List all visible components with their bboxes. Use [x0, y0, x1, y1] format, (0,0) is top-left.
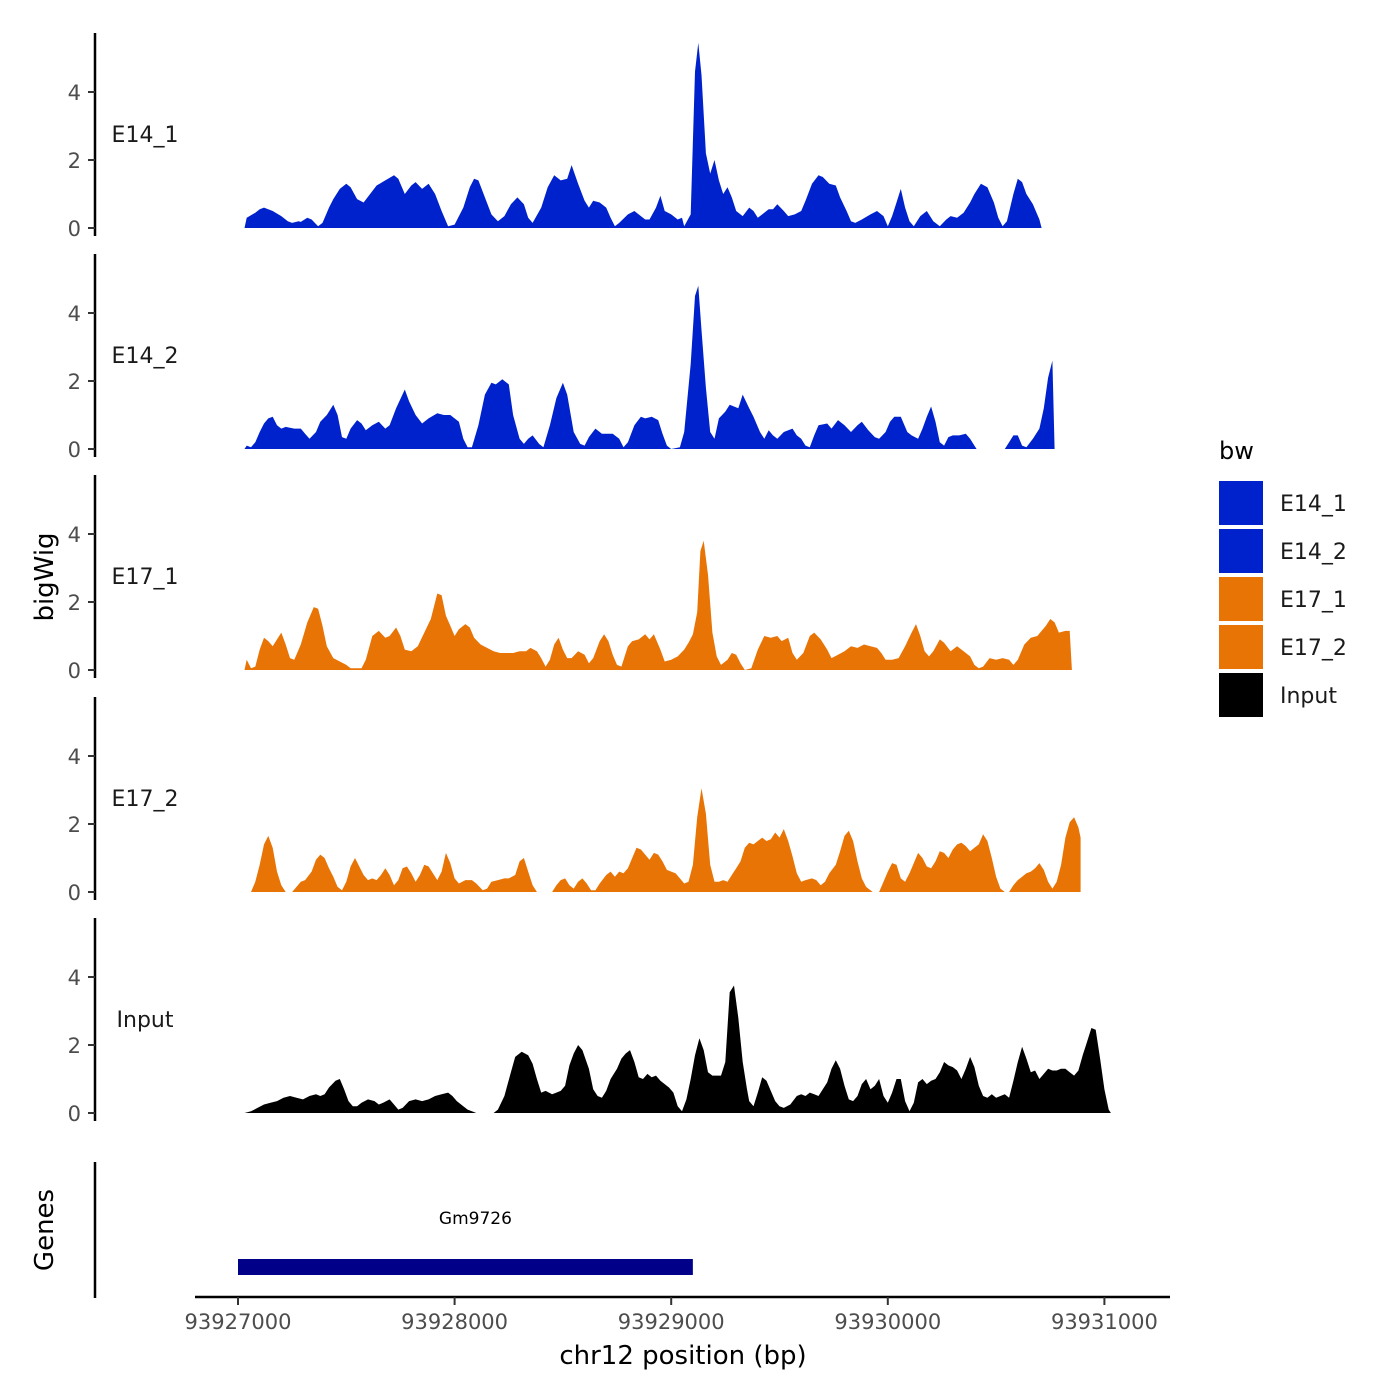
y-tick-label: 4: [68, 523, 81, 547]
track-label-e14-2: E14_2: [112, 344, 179, 369]
y-tick-label: 4: [68, 745, 81, 769]
y-tick-label: 0: [68, 438, 81, 462]
track-e14-1: 0 2 4 E14_1: [68, 33, 1042, 241]
legend-item-input: Input: [1219, 673, 1337, 717]
legend-label: E14_1: [1280, 492, 1347, 517]
y-tick-label: 2: [68, 591, 81, 615]
y-tick-label: 0: [68, 1102, 81, 1126]
coverage-area-e14-2: [671, 285, 977, 449]
coverage-area-input: [493, 985, 1111, 1113]
legend-label: E17_1: [1280, 588, 1347, 613]
legend-swatch: [1219, 481, 1263, 525]
legend-item-e17-1: E17_1: [1219, 577, 1347, 621]
coverage-area-e14-1: [244, 42, 1042, 229]
coverage-area-e17-1: [744, 619, 1072, 670]
legend-swatch: [1219, 673, 1263, 717]
coverage-area-e17-1: [244, 540, 745, 670]
y-tick-label: 0: [68, 881, 81, 905]
legend-item-e14-2: E14_2: [1219, 529, 1347, 573]
y-tick-label: 0: [68, 217, 81, 241]
y-tick-label: 4: [68, 302, 81, 326]
coverage-area-input: [244, 1079, 477, 1113]
genes-panel: Gm9726: [93, 1162, 693, 1298]
y-tick-label: 4: [68, 81, 81, 105]
coverage-area-e17-2: [251, 835, 286, 892]
coverage-area-e14-2: [1004, 360, 1055, 449]
x-axis-title: chr12 position (bp): [559, 1341, 806, 1371]
gene-gm9726-label: Gm9726: [439, 1209, 512, 1229]
y-axis-title: bigWig: [30, 532, 60, 621]
y-tick-label: 2: [68, 370, 81, 394]
x-axis: 93927000 93928000 93929000 93930000 93931000: [185, 1295, 1170, 1334]
track-label-e17-2: E17_2: [112, 787, 179, 812]
track-e17-2: 0 2 4 E17_2: [68, 697, 1081, 905]
legend-label: E17_2: [1280, 636, 1347, 661]
coverage-area-e14-2: [244, 379, 672, 449]
track-e17-1: 0 2 4 E17_1: [68, 475, 1072, 683]
legend-item-e14-1: E14_1: [1219, 481, 1347, 525]
legend-label: Input: [1280, 684, 1337, 709]
coverage-area-e17-2: [292, 852, 537, 892]
legend-title: bw: [1219, 437, 1254, 465]
y-tick-label: 4: [68, 966, 81, 990]
y-tick-label: 2: [68, 813, 81, 837]
track-label-e14-1: E14_1: [112, 123, 179, 148]
signal-tracks: 0 2 4 E14_1 0 2 4 E14_2 0 2 4 E17_1 0 2 4 E17_2 0 2 4 Input: [68, 33, 1111, 1126]
gene-gm9726-bar: [238, 1259, 693, 1275]
coverage-area-e17-2: [879, 834, 1005, 892]
track-label-input: Input: [117, 1008, 174, 1033]
legend-swatch: [1219, 577, 1263, 621]
x-tick-label: 93929000: [618, 1310, 725, 1334]
y-tick-label: 2: [68, 149, 81, 173]
x-tick-label: 93927000: [185, 1310, 292, 1334]
track-input: 0 2 4 Input: [68, 918, 1111, 1126]
y-tick-label: 0: [68, 659, 81, 683]
legend-label: E14_2: [1280, 540, 1347, 565]
coverage-area-e17-2: [1009, 817, 1081, 892]
x-tick-label: 93930000: [834, 1310, 941, 1334]
track-e14-2: 0 2 4 E14_2: [68, 254, 1055, 462]
legend: bw E14_1 E14_2 E17_1 E17_2 Input: [1219, 437, 1347, 717]
x-tick-label: 93928000: [401, 1310, 508, 1334]
x-tick-label: 93931000: [1051, 1310, 1158, 1334]
legend-swatch: [1219, 625, 1263, 669]
legend-item-e17-2: E17_2: [1219, 625, 1347, 669]
legend-swatch: [1219, 529, 1263, 573]
genes-panel-title: Genes: [30, 1189, 60, 1271]
coverage-area-e17-2: [552, 788, 873, 892]
y-tick-label: 2: [68, 1034, 81, 1058]
track-label-e17-1: E17_1: [112, 565, 179, 590]
